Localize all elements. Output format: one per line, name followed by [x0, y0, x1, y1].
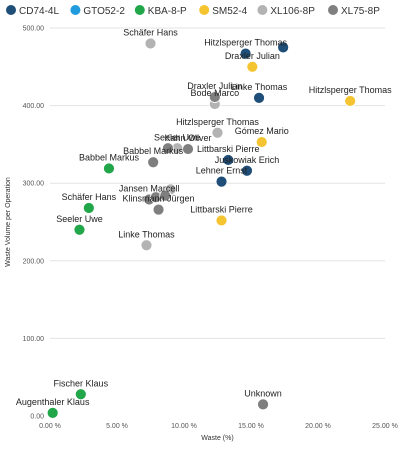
y-tick-label: 100.00 [23, 336, 45, 343]
data-label: Linke Thomas [231, 82, 288, 92]
y-tick-label: 400.00 [23, 103, 45, 110]
data-point[interactable] [215, 214, 228, 227]
legend-swatch [70, 5, 81, 15]
data-point[interactable] [246, 60, 259, 73]
data-point[interactable] [152, 203, 165, 216]
legend-label: KBA-8-P [148, 6, 187, 17]
data-label: Draxler Julian [225, 51, 280, 61]
y-tick-label: 500.00 [23, 26, 45, 33]
data-label: Lehner Ernst [196, 166, 248, 176]
legend-label: SM52-4 [212, 6, 247, 17]
data-point[interactable] [222, 154, 235, 166]
legend-item[interactable]: XL106-8P [257, 5, 315, 17]
data-point[interactable] [162, 142, 174, 155]
data-label: Klinsmann Jürgen [123, 194, 195, 204]
legend-swatch [328, 5, 338, 15]
data-label: Schäfer Hans [62, 192, 117, 202]
data-points [46, 37, 357, 419]
legend-swatch [134, 5, 145, 15]
data-point[interactable] [241, 164, 253, 177]
data-point[interactable] [103, 162, 115, 175]
y-tick-label: 0.00 [30, 414, 44, 421]
x-axis-ticks: 0.00 % 5.00 % 10.00 % 15.00 % 20.00 % 25.00 % [39, 423, 398, 430]
data-label: Gómez Mario [235, 126, 289, 136]
y-axis-title: Waste Volume per Operation [5, 177, 12, 267]
data-point[interactable] [159, 189, 172, 202]
data-label: Jansen Marcell [119, 183, 180, 193]
x-tick-label: 10.00 % [171, 423, 197, 430]
legend-label: GTO52-2 [83, 6, 125, 17]
data-point[interactable] [182, 143, 194, 155]
data-point[interactable] [74, 388, 87, 401]
data-label: Hitzlsperger Thomas [204, 38, 287, 48]
y-axis-ticks: 0.00 100.00 200.00 300.00 400.00 500.00 [23, 26, 45, 421]
x-tick-label: 5.00 % [106, 423, 128, 430]
x-axis-title: Waste (%) [201, 435, 233, 442]
data-label: Schäfer Hans [123, 28, 178, 38]
legend-item[interactable]: KBA-8-P [134, 5, 187, 17]
data-point[interactable] [208, 91, 221, 103]
data-label: Unknown [244, 388, 282, 398]
legend-label: CD74-4L [19, 6, 59, 17]
legend-item[interactable]: XL75-8P [328, 5, 380, 17]
x-tick-label: 15.00 % [238, 423, 264, 430]
legend-label: XL106-8P [270, 6, 315, 17]
legend-swatch [257, 5, 268, 15]
data-point[interactable] [211, 126, 224, 139]
x-tick-label: 20.00 % [305, 423, 331, 430]
legend-item[interactable]: CD74-4L [6, 5, 59, 17]
legend: CD74-4L GTO52-2 KBA-8-P SM52-4 XL106-8P XL75-… [6, 5, 380, 17]
data-point[interactable] [147, 156, 160, 169]
data-point[interactable] [255, 136, 268, 148]
data-label: Linke Thomas [118, 229, 175, 239]
data-label: Draxler Julian [187, 81, 242, 91]
x-tick-label: 0.00 % [39, 423, 61, 430]
data-point[interactable] [257, 398, 269, 411]
data-label: Juskowiak Erich [215, 155, 280, 165]
data-point[interactable] [344, 95, 357, 107]
y-tick-label: 200.00 [23, 258, 45, 265]
data-label: Hitzlsperger Thomas [309, 85, 392, 95]
legend-swatch [6, 5, 16, 15]
data-point[interactable] [215, 175, 228, 188]
data-point[interactable] [144, 37, 157, 50]
legend-item[interactable]: GTO52-2 [70, 5, 125, 17]
data-label: Kahn Oliver [165, 133, 212, 143]
data-point[interactable] [82, 202, 95, 214]
data-label: Littbarski Pierre [190, 204, 253, 214]
legend-swatch [199, 5, 210, 15]
data-point[interactable] [239, 47, 252, 60]
data-label: Babbel Markus [79, 152, 140, 162]
data-point[interactable] [277, 41, 290, 54]
y-tick-label: 300.00 [23, 181, 45, 188]
data-label: Fischer Klaus [54, 378, 109, 388]
data-point[interactable] [253, 91, 265, 104]
x-tick-label: 25.00 % [372, 423, 398, 430]
data-point[interactable] [140, 239, 153, 252]
data-label: Seeler Uwe [154, 132, 201, 142]
data-label: Hitzlsperger Thomas [176, 117, 259, 127]
data-labels: Hitzlsperger Thomas Linke Thomas Littbarsk… [16, 28, 392, 407]
data-label: Augenthaler Klaus [16, 397, 90, 407]
data-label: Babbel Markus [123, 146, 184, 156]
data-label: Littbarski Pierre [197, 144, 260, 154]
data-point[interactable] [46, 406, 59, 419]
data-label: Bode Marco [191, 88, 240, 98]
data-point[interactable] [73, 223, 86, 236]
legend-label: XL75-8P [341, 6, 380, 17]
data-label: Seeler Uwe [56, 214, 103, 224]
legend-item[interactable]: SM52-4 [199, 5, 248, 17]
